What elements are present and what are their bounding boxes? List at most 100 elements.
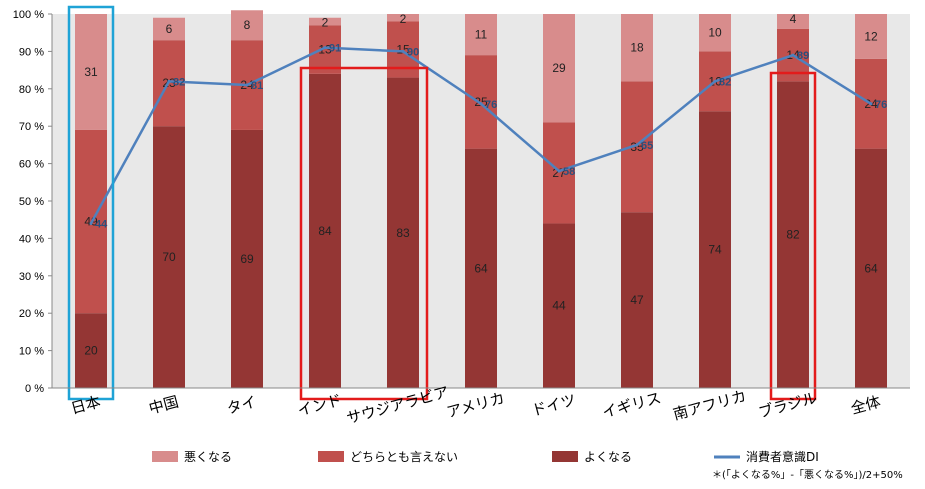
bar-value-label: 13 [318, 43, 332, 57]
bar-value-label: 4 [790, 12, 797, 26]
bar-segment [543, 122, 575, 224]
di-point [245, 83, 249, 87]
highlight-box [67, 5, 115, 401]
x-category-label: ブラジル [757, 389, 819, 422]
bar-segment [543, 223, 575, 388]
bar-segment [75, 313, 107, 388]
di-value-label: 76 [875, 99, 887, 111]
bar-segment [309, 25, 341, 74]
y-tick-label: 60 % [19, 159, 44, 171]
legend-label: どちらとも言えない [350, 450, 458, 464]
bar-segment [309, 73, 341, 388]
bar-segment [465, 55, 497, 149]
highlight-boxes [67, 5, 817, 401]
bar-segment [621, 81, 653, 213]
bar-value-label: 44 [552, 299, 566, 313]
bar-segment [621, 14, 653, 82]
x-category-label: アメリカ [445, 389, 507, 422]
bar-segment [699, 111, 731, 389]
bar-value-label: 82 [786, 228, 800, 242]
di-point [635, 143, 639, 147]
legend-swatch [318, 451, 344, 462]
bar-segment [231, 10, 263, 41]
di-value-label: 44 [95, 218, 108, 230]
legend-label: 悪くなる [184, 450, 232, 464]
bar-segment [387, 77, 419, 388]
di-value-label: 81 [251, 80, 263, 92]
bar-value-label: 29 [552, 61, 566, 75]
di-point [869, 102, 873, 106]
di-point [323, 46, 327, 50]
bar-value-label: 18 [630, 41, 644, 55]
bar-value-label: 47 [630, 293, 644, 307]
di-line-group: 44 82 81 91 90 76 58 65 82 89 76 [89, 43, 887, 230]
y-tick-label: 80 % [19, 84, 44, 96]
legend-swatch [152, 451, 178, 462]
bar-value-label: 70 [162, 250, 176, 264]
bar-segment [621, 212, 653, 388]
x-category-label: ドイツ [530, 391, 578, 420]
bar-segment [777, 14, 809, 29]
bar-segment [465, 148, 497, 388]
bar-segment [543, 14, 575, 123]
di-value-label: 89 [797, 50, 809, 62]
bar-value-label: 6 [166, 22, 173, 36]
di-point [167, 79, 171, 83]
bar-value-label: 83 [396, 226, 410, 240]
di-value-label: 90 [407, 46, 419, 58]
x-category-label: インド [296, 391, 344, 420]
di-value-label: 58 [563, 166, 575, 178]
bar-value-label: 64 [474, 261, 488, 275]
legend-label: 消費者意識DI [746, 449, 819, 464]
bar-value-label: 2 [322, 16, 329, 30]
bar-segment [855, 14, 887, 59]
y-tick-label: 90 % [19, 46, 44, 58]
di-value-label: 65 [641, 140, 653, 152]
bar-value-label: 8 [244, 18, 251, 32]
bar-value-label: 69 [240, 252, 254, 266]
y-tick-label: 100 % [13, 9, 44, 21]
di-value-label: 91 [329, 43, 341, 55]
y-tick-label: 30 % [19, 271, 44, 283]
di-point [791, 53, 795, 57]
y-tick-label: 20 % [19, 308, 44, 320]
legend-label: よくなる [584, 450, 632, 464]
bar-value-label: 31 [84, 65, 98, 79]
bar-value-label: 11 [475, 28, 488, 42]
x-category-label: 中国 [147, 393, 181, 418]
bar-segment [699, 14, 731, 52]
bar-value-label: 2 [400, 12, 407, 26]
y-axis: 0 % 10 % 20 % 30 % 40 % 50 % 60 % 70 % 80 % 90 % 1… [13, 9, 53, 395]
y-tick-label: 0 % [25, 383, 44, 395]
x-category-label: タイ [225, 393, 259, 418]
di-point [401, 49, 405, 53]
di-value-label: 76 [485, 99, 497, 111]
bar-value-label: 64 [864, 261, 878, 275]
x-category-label: サウジアラビア [345, 383, 451, 428]
x-category-label: 全体 [849, 393, 883, 418]
y-tick-label: 50 % [19, 196, 44, 208]
bar-value-label: 10 [708, 26, 722, 40]
footnote: ＊(「よくなる%」-「悪くなる%」)/2+50% [712, 469, 903, 481]
legend: 悪くなる どちらとも言えない よくなる 消費者意識DI [152, 449, 819, 464]
di-value-label: 82 [173, 76, 185, 88]
bar-segment [309, 17, 341, 26]
di-point [89, 221, 93, 225]
bar-segment [231, 129, 263, 388]
y-tick-label: 70 % [19, 121, 44, 133]
di-point [713, 79, 717, 83]
di-value-label: 82 [719, 76, 731, 88]
bar-value-label: 84 [318, 224, 332, 238]
bar-value-label: 74 [708, 243, 722, 257]
y-tick-label: 40 % [19, 233, 44, 245]
x-category-label: イギリス [600, 389, 663, 422]
bar-value-label: 20 [84, 344, 98, 358]
highlight-box [769, 71, 817, 401]
highlight-box [299, 66, 429, 401]
legend-swatch [552, 451, 578, 462]
di-point [479, 102, 483, 106]
bar-segment [153, 17, 185, 41]
x-category-label: 南アフリカ [671, 387, 748, 424]
